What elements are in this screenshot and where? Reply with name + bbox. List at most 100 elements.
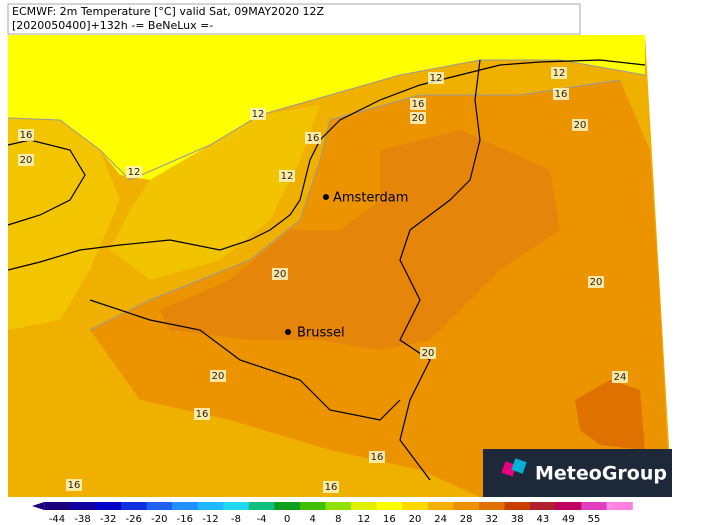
contour-label-bg [194,408,210,420]
contour-label-bg [323,481,339,493]
logo-text: MeteoGroup [535,463,667,485]
contour-label: 12 [553,68,566,79]
colorbar-segment [274,502,301,510]
colorbar-tick-label: -20 [151,514,167,525]
city-dot [323,194,329,200]
colorbar-segment [581,502,608,510]
header-box [7,3,581,35]
colorbar-tick-label: 16 [383,514,396,525]
contour-label-bg [428,72,444,84]
contour-label: 20 [422,348,435,359]
contour-label-bg [588,276,604,288]
contour-label-bg [369,451,385,463]
coastline [7,59,646,271]
colorbar-segment [223,502,250,510]
contour-label: 16 [555,89,568,100]
colorbar-segment [453,502,480,510]
colorbar-segment [95,502,122,510]
colorbar-segment [44,502,71,510]
contour-label: 16 [68,480,81,491]
colorbar-tick-label: -26 [126,514,142,525]
contour-label: 16 [412,99,425,110]
contour-label-bg [18,129,34,141]
colorbar-tick-label: -44 [49,514,65,525]
colorbar-segment [427,502,454,510]
colorbar-tick-label: 20 [409,514,422,525]
colorbar-arrow [606,502,617,510]
colorbar-tick-label: 55 [588,514,601,525]
contour-label-bg [420,347,436,359]
contour-label: 20 [590,277,603,288]
contour-label-bg [126,166,142,178]
colorbar-segment [325,502,352,510]
colorbar-tick-label: 4 [310,514,316,525]
logo-box [483,449,672,497]
contour-label: 16 [371,452,384,463]
colorbar-tick-label: 12 [357,514,370,525]
contour-label: 20 [412,113,425,124]
contour-label-bg [18,154,34,166]
mild-coast [110,105,320,280]
contour-label: 20 [20,155,33,166]
mild-zone [8,118,120,330]
colorbar-segment [120,502,147,510]
contour-label-bg [279,170,295,182]
colorbar-tick-label: -32 [100,514,116,525]
colorbar-segment [248,502,275,510]
contour-label-bg [305,132,321,144]
colorbar-segment [69,502,96,510]
contour-label: 12 [128,167,141,178]
colorbar-segment [555,502,582,510]
logo-icon [501,461,517,477]
hot-zone-east [575,380,645,450]
colorbar-segment [504,502,531,510]
contour-label: 20 [274,269,287,280]
colorbar-tick-label: -12 [202,514,218,525]
colorbar-segment [197,502,224,510]
header-title: ECMWF: 2m Temperature [°C] valid Sat, 09… [12,5,325,18]
contour-label-bg [551,67,567,79]
city-label: Brussel [297,326,345,341]
colorbar-tick-label: 49 [562,514,575,525]
city-label: Amsterdam [333,191,408,206]
colorbar-tick-label: -4 [257,514,267,525]
contour-label: 16 [20,130,33,141]
colorbar-segment [146,502,173,510]
contour-label: 20 [574,120,587,131]
contour-label-bg [66,479,82,491]
colorbar-segment [606,502,633,510]
header-subtitle: [2020050400]+132h -= BeNeLux =- [12,19,213,32]
contour-label-bg [250,108,266,120]
city-dot [285,329,291,335]
contour-label-bg [553,88,569,100]
colorbar-tick-label: 43 [536,514,549,525]
hot-zone [160,130,560,350]
contour-label: 20 [212,371,225,382]
colorbar-segment [172,502,199,510]
contour-label: 12 [252,109,265,120]
contour-label: 16 [307,133,320,144]
colorbar-segment [351,502,378,510]
colorbar-tick-label: 0 [284,514,290,525]
contour-label: 16 [196,409,209,420]
border [89,299,401,421]
colorbar-segment [376,502,403,510]
colorbar-segment [402,502,429,510]
contour-label-bg [272,268,288,280]
contour-label: 12 [281,171,294,182]
border [399,59,481,481]
isotherm [89,79,621,331]
contour-label: 16 [325,482,338,493]
contour-label: 24 [614,372,627,383]
cool-sea [8,35,645,180]
contour-label: 12 [430,73,443,84]
colorbar-tick-label: 28 [460,514,473,525]
contour-label-bg [612,371,628,383]
contour-label-bg [410,98,426,110]
colorbar-segment [478,502,505,510]
colorbar-segment [530,502,557,510]
colorbar-tick-label: 8 [335,514,341,525]
contour-label-bg [572,119,588,131]
logo-icon [511,458,527,474]
